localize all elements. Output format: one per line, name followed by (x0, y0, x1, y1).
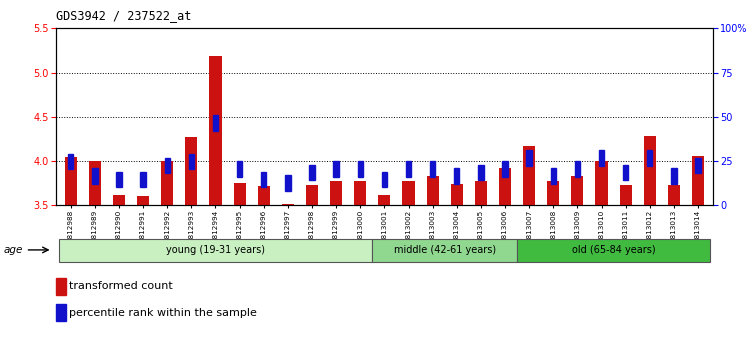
Bar (596, 161, 608, 205)
Bar (620, 185, 632, 205)
Bar (161, 161, 173, 205)
Bar (526, 150, 532, 166)
Text: transformed count: transformed count (69, 281, 173, 291)
Bar (403, 181, 415, 205)
Bar (309, 165, 315, 180)
Bar (330, 181, 342, 205)
Bar (213, 115, 218, 131)
Bar (68, 154, 74, 170)
Bar (358, 161, 363, 177)
Bar (550, 168, 556, 184)
Bar (430, 161, 435, 177)
Bar (113, 195, 125, 205)
Bar (140, 172, 146, 187)
Bar (382, 172, 387, 187)
Text: middle (42-61 years): middle (42-61 years) (394, 245, 496, 255)
Bar (647, 150, 652, 166)
Bar (56, 278, 66, 295)
Bar (282, 204, 294, 205)
Bar (237, 161, 242, 177)
Bar (478, 165, 484, 180)
Bar (548, 181, 560, 205)
Bar (354, 181, 366, 205)
Bar (372, 239, 517, 262)
Text: GDS3942 / 237522_at: GDS3942 / 237522_at (56, 9, 192, 22)
Bar (598, 150, 604, 166)
Bar (306, 185, 318, 205)
Bar (427, 176, 439, 205)
Bar (671, 168, 676, 184)
Text: young (19-31 years): young (19-31 years) (166, 245, 265, 255)
Bar (517, 239, 710, 262)
Bar (189, 154, 194, 170)
Bar (116, 172, 122, 187)
Bar (261, 172, 266, 187)
Bar (233, 183, 246, 205)
Text: age: age (4, 245, 23, 255)
Bar (92, 168, 98, 184)
Bar (668, 185, 680, 205)
Bar (499, 168, 511, 205)
Bar (209, 56, 221, 205)
Text: percentile rank within the sample: percentile rank within the sample (69, 308, 257, 318)
Bar (334, 161, 339, 177)
Bar (451, 184, 463, 205)
Bar (574, 161, 580, 177)
Bar (692, 156, 704, 205)
Text: old (65-84 years): old (65-84 years) (572, 245, 656, 255)
Bar (185, 137, 197, 205)
Bar (88, 161, 101, 205)
Bar (258, 186, 270, 205)
Bar (503, 161, 508, 177)
Bar (623, 165, 628, 180)
Bar (58, 239, 372, 262)
Bar (523, 146, 536, 205)
Bar (285, 175, 290, 191)
Bar (406, 161, 411, 177)
Bar (56, 304, 66, 321)
Bar (137, 196, 149, 205)
Bar (644, 136, 656, 205)
Bar (378, 195, 391, 205)
Bar (475, 181, 487, 205)
Bar (64, 157, 76, 205)
Bar (695, 158, 700, 173)
Bar (454, 168, 460, 184)
Bar (164, 158, 170, 173)
Bar (572, 176, 584, 205)
